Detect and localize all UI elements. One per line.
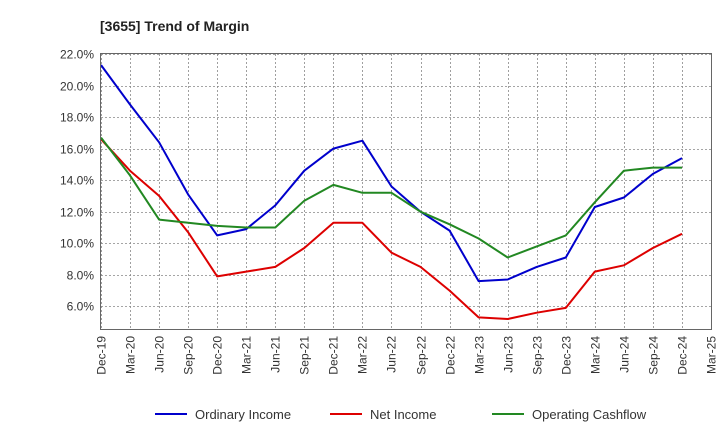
x-tick-label: Mar-21 [240,336,254,374]
legend-label: Operating Cashflow [532,407,647,422]
x-tick-label: Sep-24 [647,336,661,375]
x-axis: Dec-19 Mar-20 Jun-20 Sep-20 Dec-20 Mar-21 Jun-… [95,336,719,375]
legend: Ordinary Income Net Income Operating Cashf… [155,407,647,422]
y-tick-label: 20.0% [60,80,94,94]
y-tick-label: 16.0% [60,143,94,157]
x-tick-label: Jun-22 [385,336,399,373]
x-tick-label: Mar-25 [705,336,719,374]
series-line-ordinary-income [100,64,683,283]
x-tick-label: Mar-20 [124,336,138,374]
x-tick-label: Dec-22 [444,336,458,375]
x-tick-label: Mar-23 [473,336,487,374]
x-tick-label: Dec-21 [327,336,341,375]
grid-lines [101,54,712,330]
x-tick-label: Sep-22 [415,336,429,375]
y-tick-label: 22.0% [60,48,94,62]
legend-label: Ordinary Income [195,407,291,422]
x-tick-label: Mar-24 [589,336,603,374]
x-tick-label: Dec-24 [676,336,690,375]
x-tick-label: Sep-20 [182,336,196,375]
y-tick-label: 18.0% [60,111,94,125]
x-tick-label: Jun-20 [153,336,167,373]
series-line-operating-cashflow [100,136,682,259]
x-tick-label: Jun-21 [269,336,283,373]
y-axis: 6.0% 8.0% 10.0% 12.0% 14.0% 16.0% 18.0% 20.0% 22… [60,48,94,314]
y-tick-label: 14.0% [60,174,94,188]
y-tick-label: 12.0% [60,206,94,220]
x-tick-label: Dec-20 [211,336,225,375]
x-tick-label: Jun-23 [502,336,516,373]
chart-title: [3655] Trend of Margin [100,18,249,34]
x-tick-label: Sep-23 [531,336,545,375]
legend-label: Net Income [370,407,436,422]
y-tick-label: 10.0% [60,237,94,251]
x-tick-label: Dec-23 [560,336,574,375]
x-tick-label: Mar-22 [356,336,370,374]
y-tick-label: 8.0% [67,269,95,283]
series-lines [100,64,683,320]
x-tick-label: Jun-24 [618,336,632,373]
x-tick-label: Dec-19 [95,336,109,375]
y-tick-label: 6.0% [67,300,95,314]
x-tick-label: Sep-21 [298,336,312,375]
series-line-net-income [100,138,683,320]
plot-frame [100,53,712,330]
